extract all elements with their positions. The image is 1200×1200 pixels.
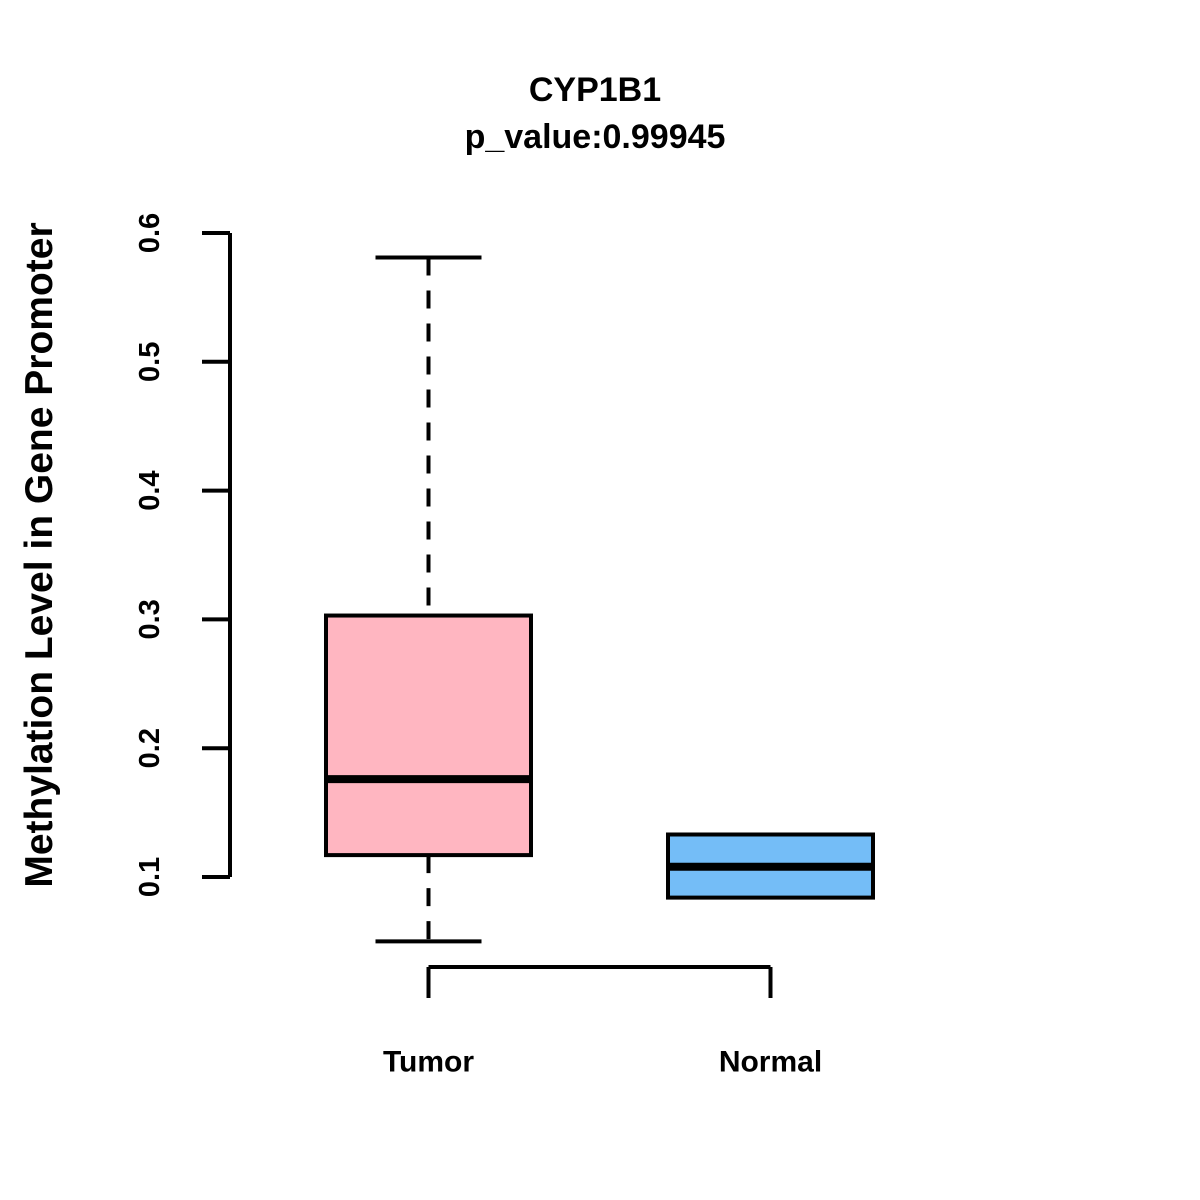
y-tick-label: 0.5 xyxy=(134,342,166,382)
x-category-label: Tumor xyxy=(383,1046,474,1079)
y-tick-label: 0.6 xyxy=(134,213,166,253)
y-tick-label: 0.2 xyxy=(134,728,166,768)
chart-title: CYP1B1 xyxy=(528,71,662,109)
y-tick-label: 0.4 xyxy=(134,470,166,510)
y-tick-label: 0.1 xyxy=(134,857,166,897)
y-tick-label: 0.3 xyxy=(134,599,166,639)
chart-subtitle: p_value:0.99945 xyxy=(464,118,726,156)
box-tumor xyxy=(324,613,533,858)
x-category-label: Normal xyxy=(719,1046,822,1079)
